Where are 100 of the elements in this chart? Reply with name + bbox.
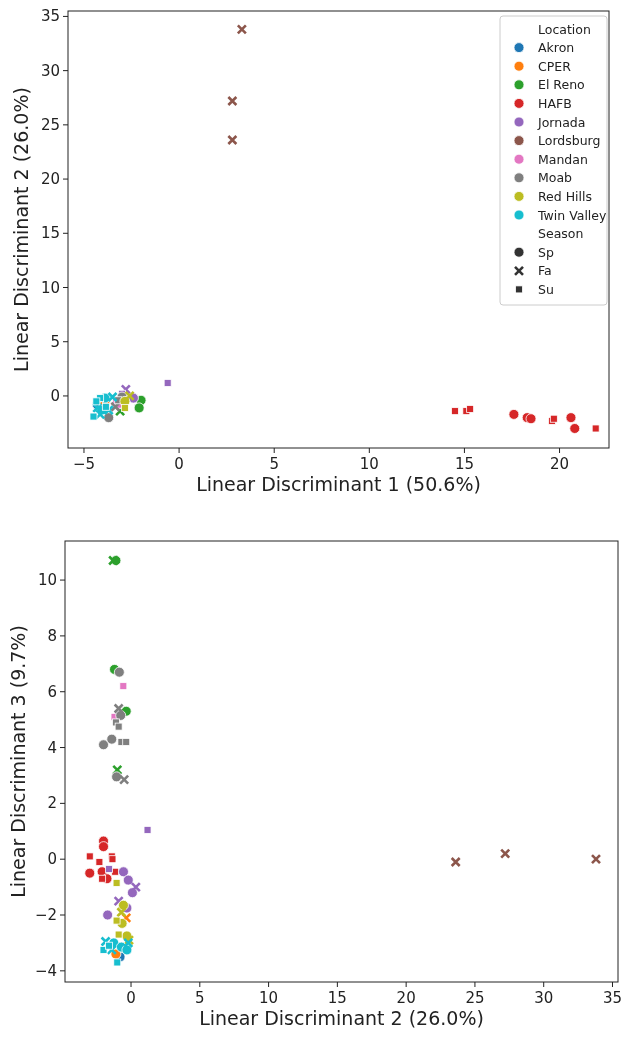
point bbox=[118, 899, 129, 911]
y-tick-label: 0 bbox=[47, 850, 57, 869]
point bbox=[143, 825, 152, 834]
legend-label: Lordsburg bbox=[538, 133, 601, 149]
x-axis-title: Linear Discriminant 1 (50.6%) bbox=[196, 473, 481, 495]
point bbox=[120, 403, 129, 412]
x-tick-label: 0 bbox=[126, 989, 136, 1007]
x-tick-label: 20 bbox=[549, 455, 570, 473]
point bbox=[114, 722, 123, 731]
x-tick-label: −5 bbox=[72, 455, 96, 473]
legend-label: CPER bbox=[538, 58, 572, 74]
legend-label: HAFB bbox=[538, 95, 572, 111]
point bbox=[95, 858, 104, 866]
y-tick-label: 35 bbox=[40, 7, 60, 26]
annotation: Fa bbox=[538, 263, 552, 279]
y-tick-label: 2 bbox=[47, 794, 57, 813]
point bbox=[227, 95, 238, 107]
y-tick-label: 10 bbox=[40, 278, 60, 297]
legend-label: Moab bbox=[538, 170, 573, 186]
point bbox=[105, 941, 113, 950]
point bbox=[466, 405, 475, 413]
point bbox=[112, 916, 121, 925]
y-axis-title: Linear Discriminant 3 (9.7%) bbox=[7, 625, 29, 898]
point bbox=[451, 407, 459, 416]
point bbox=[163, 379, 172, 387]
x-tick-label: 30 bbox=[534, 989, 554, 1007]
x-tick-label: 20 bbox=[396, 989, 416, 1007]
x-tick-label: 5 bbox=[195, 989, 205, 1007]
y-tick-label: 30 bbox=[40, 61, 60, 80]
point bbox=[107, 391, 118, 403]
point bbox=[101, 402, 110, 411]
annotation: Su bbox=[538, 281, 554, 297]
point bbox=[113, 958, 122, 967]
x-tick-label: 10 bbox=[359, 455, 379, 473]
y-tick-label: 10 bbox=[37, 571, 57, 590]
x-tick-label: 15 bbox=[327, 989, 347, 1007]
point bbox=[122, 738, 131, 746]
point bbox=[89, 412, 98, 421]
point bbox=[102, 909, 114, 921]
point bbox=[110, 401, 121, 413]
y-tick-label: −4 bbox=[34, 961, 57, 980]
legend-label: El Reno bbox=[538, 77, 585, 93]
point bbox=[105, 865, 113, 873]
point bbox=[130, 881, 142, 893]
x-tick-label: 15 bbox=[454, 455, 474, 473]
point bbox=[113, 666, 125, 678]
point bbox=[116, 906, 127, 918]
point bbox=[569, 423, 581, 434]
legend-title: Location bbox=[538, 21, 591, 37]
point bbox=[112, 879, 121, 887]
point bbox=[119, 682, 128, 691]
point bbox=[98, 841, 109, 853]
point bbox=[565, 412, 577, 424]
y-tick-label: 20 bbox=[40, 170, 60, 189]
y-tick-label: 25 bbox=[40, 115, 60, 134]
legend-label: Mandan bbox=[538, 151, 588, 167]
point bbox=[113, 895, 124, 907]
x-tick-label: 25 bbox=[465, 989, 485, 1007]
y-tick-label: 15 bbox=[40, 224, 60, 243]
point bbox=[106, 733, 118, 745]
y-axis-title: Linear Discriminant 2 (26.0%) bbox=[10, 87, 32, 372]
point bbox=[100, 936, 111, 947]
y-tick-label: 8 bbox=[47, 626, 57, 645]
x-tick-label: 0 bbox=[174, 455, 184, 473]
legend-label: Jornada bbox=[537, 114, 586, 130]
point bbox=[450, 856, 461, 868]
legend-label: Akron bbox=[538, 40, 575, 56]
annotation: Season bbox=[538, 226, 584, 242]
annotation: Sp bbox=[538, 244, 554, 260]
point bbox=[84, 867, 96, 879]
point bbox=[227, 134, 238, 146]
y-tick-label: −2 bbox=[34, 906, 57, 925]
x-tick-label: 5 bbox=[269, 455, 279, 473]
x-tick-label: 35 bbox=[602, 989, 623, 1007]
point bbox=[124, 390, 135, 402]
point bbox=[118, 774, 130, 785]
point bbox=[122, 874, 134, 886]
x-tick-label: 10 bbox=[259, 989, 279, 1007]
point bbox=[113, 703, 124, 714]
legend-label: Twin Valley bbox=[537, 207, 608, 223]
point bbox=[98, 874, 107, 883]
point bbox=[92, 397, 101, 406]
y-tick-label: 6 bbox=[47, 682, 57, 701]
point bbox=[103, 412, 115, 424]
point bbox=[591, 424, 600, 433]
y-tick-label: 4 bbox=[47, 738, 57, 757]
point bbox=[133, 402, 145, 414]
point bbox=[499, 848, 511, 859]
point bbox=[98, 739, 109, 751]
point bbox=[525, 413, 537, 425]
point bbox=[118, 866, 129, 878]
y-tick-label: 5 bbox=[50, 332, 60, 351]
point bbox=[114, 930, 123, 939]
point bbox=[236, 24, 248, 35]
point bbox=[590, 853, 602, 865]
legend-label: Red Hills bbox=[538, 188, 593, 204]
x-axis-title: Linear Discriminant 2 (26.0%) bbox=[199, 1007, 484, 1029]
y-tick-label: 0 bbox=[50, 386, 60, 405]
point bbox=[85, 852, 94, 861]
point bbox=[508, 408, 520, 420]
